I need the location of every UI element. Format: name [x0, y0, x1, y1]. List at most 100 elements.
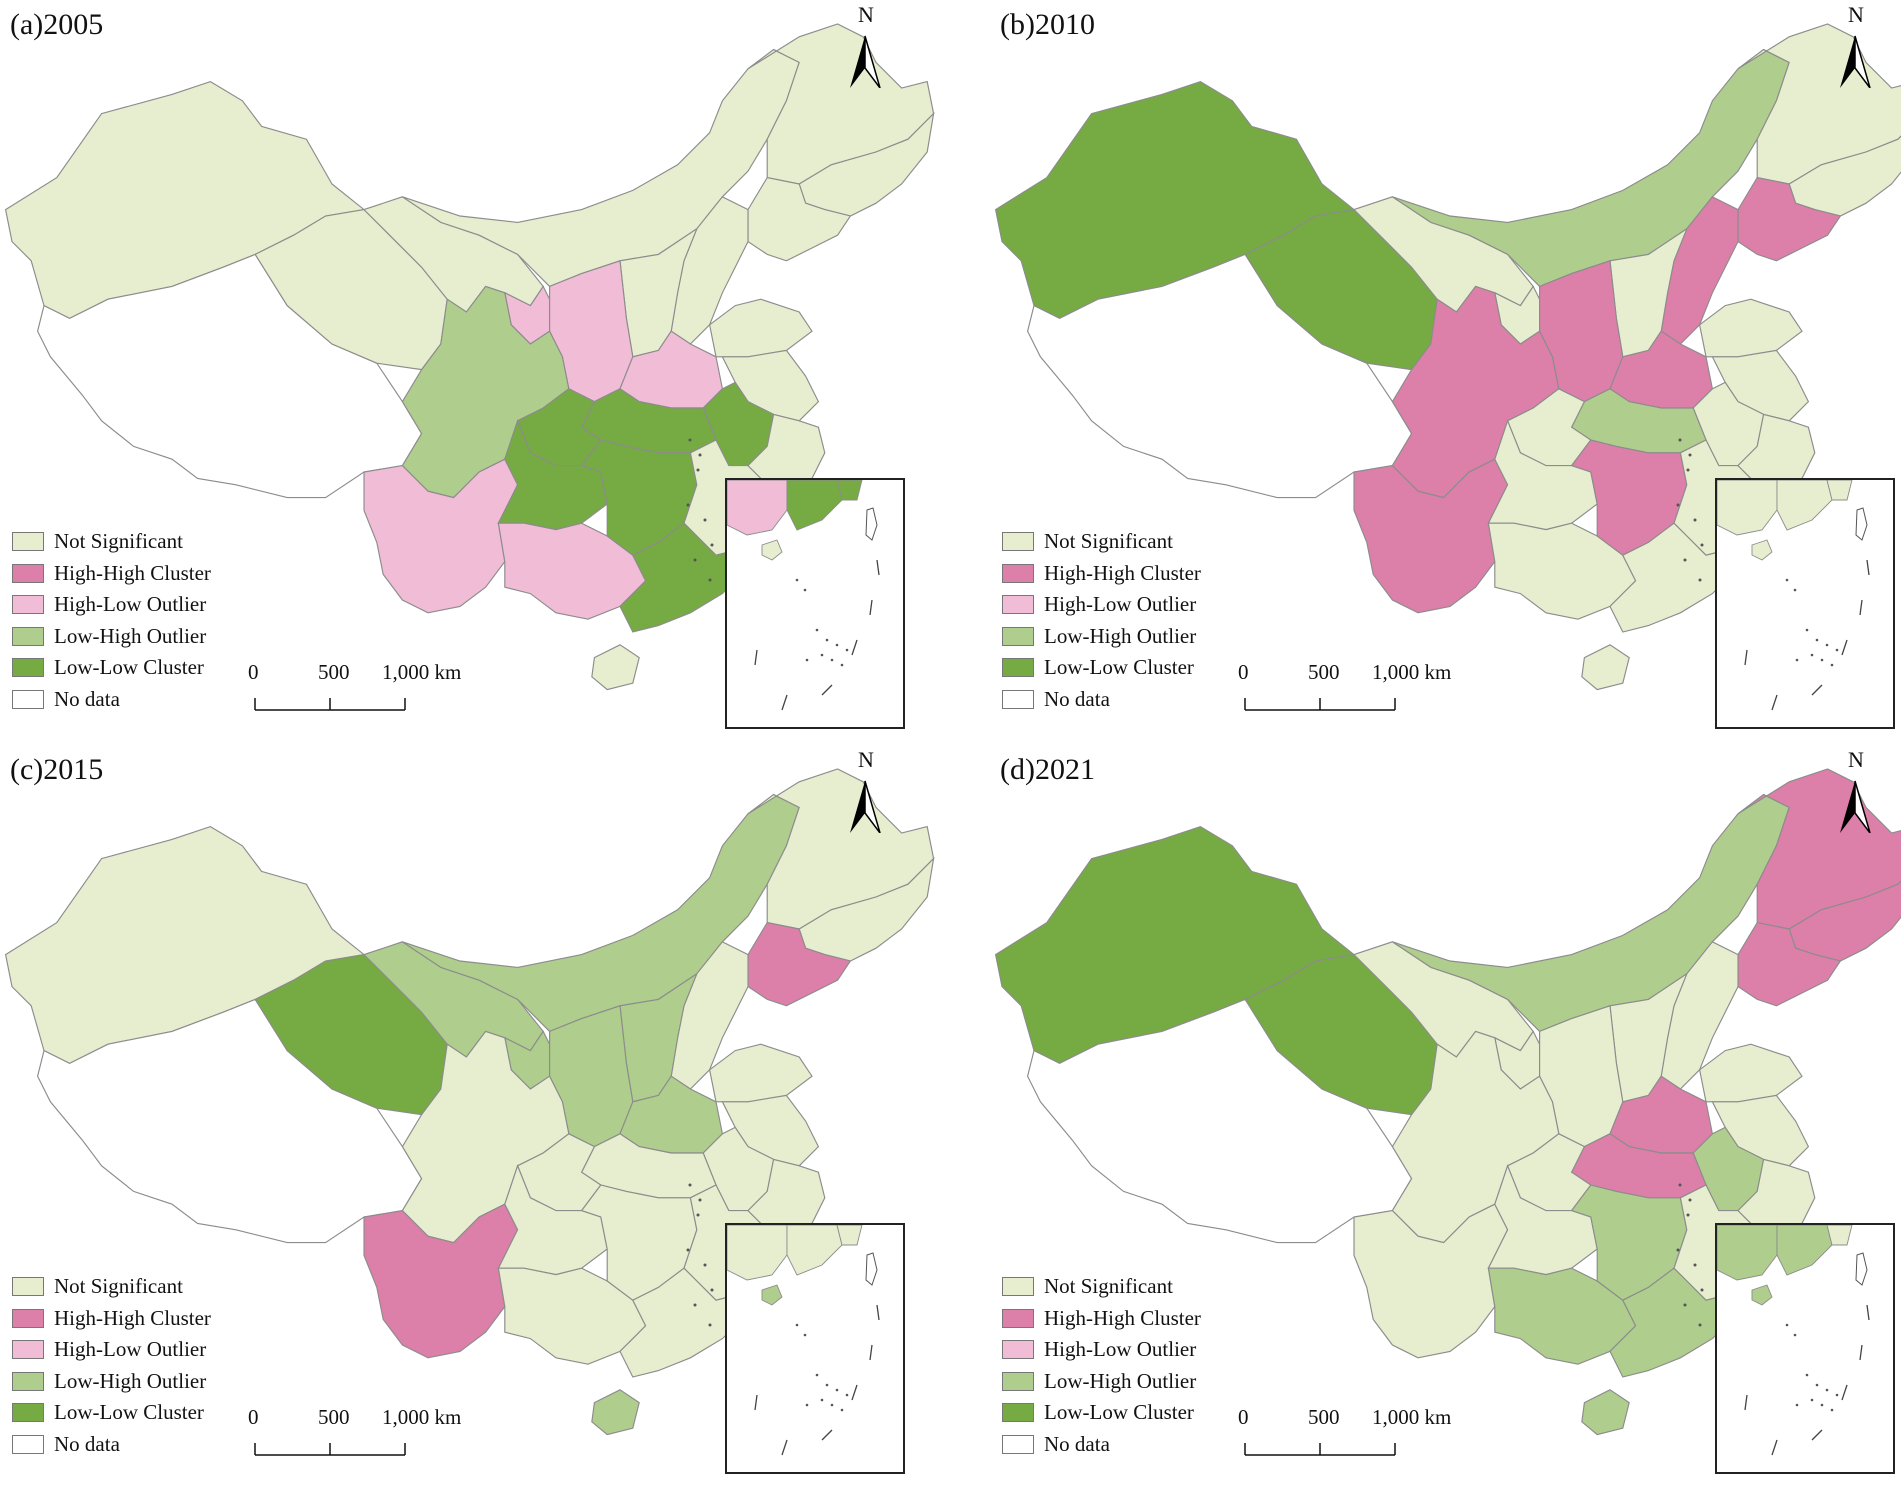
scale-label: 0 — [1238, 1405, 1249, 1429]
legend-swatch — [12, 626, 44, 646]
island-dot — [693, 1303, 697, 1307]
legend-label: Low-High Outlier — [54, 623, 207, 648]
island-dot — [1830, 1408, 1834, 1412]
island-dot — [1820, 658, 1824, 662]
legend-swatch — [1002, 626, 1034, 646]
island-dot — [1693, 518, 1697, 522]
scale-label: 500 — [318, 660, 350, 684]
inset-region-fujian — [1826, 480, 1853, 501]
panel-title: (c)2015 — [10, 753, 104, 786]
boundary-dash — [781, 1439, 788, 1456]
island-dot — [688, 438, 692, 442]
island-dot — [840, 663, 844, 667]
north-arrow-icon — [850, 780, 881, 833]
legend-swatch — [1002, 689, 1034, 709]
legend-item: No data — [12, 1429, 211, 1461]
south-china-sea-inset — [725, 1223, 905, 1474]
legend: Not Significant High-High Cluster High-Low… — [1002, 526, 1201, 715]
legend-swatch — [12, 1340, 44, 1360]
inset-region-hainan — [761, 1284, 783, 1306]
island-dot — [1793, 588, 1797, 592]
island-dot — [1686, 1213, 1690, 1217]
boundary-dash — [781, 694, 788, 711]
legend-label: Not Significant — [54, 529, 183, 554]
island-dot — [696, 468, 700, 472]
region-shandong — [1698, 1043, 1803, 1103]
legend-item: High-High Cluster — [1002, 558, 1201, 590]
legend-label: Low-Low Cluster — [1044, 1400, 1194, 1425]
island-dot — [708, 578, 712, 582]
island-dot — [1810, 653, 1814, 657]
island-dot — [1686, 468, 1690, 472]
legend-label: Low-Low Cluster — [54, 655, 204, 680]
legend-swatch — [1002, 1308, 1034, 1328]
island-dot — [795, 578, 799, 582]
legend-item: Not Significant — [12, 1271, 211, 1303]
island-dot — [1810, 1398, 1814, 1402]
legend-swatch — [1002, 1403, 1034, 1423]
island-dot — [693, 558, 697, 562]
island-dot — [698, 1198, 702, 1202]
legend-item: High-Low Outlier — [1002, 1334, 1201, 1366]
boundary-dash — [1859, 599, 1863, 616]
boundary-dash — [1744, 1394, 1748, 1411]
island-dot — [1835, 648, 1839, 652]
inset-region-hainan — [761, 539, 783, 561]
island-dot — [815, 628, 819, 632]
legend-swatch — [1002, 595, 1034, 615]
island-dot — [845, 648, 849, 652]
north-label: N — [1848, 2, 1864, 27]
island-dot — [1698, 1323, 1702, 1327]
island-dot — [710, 1288, 714, 1292]
region-hainan — [1581, 1389, 1630, 1436]
island-dot — [1698, 578, 1702, 582]
north-arrow-icon — [1840, 780, 1871, 833]
legend-item: Not Significant — [1002, 526, 1201, 558]
inset-region-guangdong — [786, 1225, 843, 1276]
island-dot — [820, 653, 824, 657]
scale-bar — [254, 1443, 406, 1456]
legend-swatch — [12, 1277, 44, 1297]
inset-region-guangxi — [727, 1225, 788, 1281]
legend-swatch — [1002, 1434, 1034, 1454]
scale-bar — [1244, 698, 1396, 711]
legend-label: High-High Cluster — [1044, 560, 1201, 585]
scale-label: 500 — [1308, 660, 1340, 684]
region-shandong — [708, 298, 813, 358]
region-yunnan — [363, 458, 519, 614]
legend: Not Significant High-High Cluster High-Low… — [12, 1271, 211, 1460]
island-dot — [830, 658, 834, 662]
island-dot — [708, 1323, 712, 1327]
legend-item: No data — [1002, 1429, 1201, 1461]
island-dot — [688, 1183, 692, 1187]
island-dot — [1678, 438, 1682, 442]
north-label: N — [1848, 747, 1864, 772]
boundary-dash — [851, 1384, 858, 1401]
legend-item: Low-High Outlier — [1002, 621, 1201, 653]
island-dot — [1815, 638, 1819, 642]
boundary-dash — [1866, 1304, 1870, 1321]
region-shandong — [1698, 298, 1803, 358]
island-dot — [1683, 1303, 1687, 1307]
region-yunnan — [1353, 1203, 1509, 1359]
island-dot — [1688, 1198, 1692, 1202]
legend-item: High-High Cluster — [12, 558, 211, 590]
legend-swatch — [12, 1434, 44, 1454]
island-dot — [686, 503, 690, 507]
boundary-dash — [821, 684, 833, 696]
map-panel-2021: (d)2021 N Not Significant High-High Cluste… — [990, 745, 1901, 1487]
island-dot — [703, 518, 707, 522]
legend-label: No data — [54, 686, 120, 711]
north-arrow-icon — [1840, 35, 1871, 88]
north-label: N — [858, 747, 874, 772]
legend-item: Low-Low Cluster — [1002, 652, 1201, 684]
inset-region-fujian — [1826, 1225, 1853, 1246]
region-hainan — [591, 644, 640, 691]
boundary-dash — [754, 1394, 758, 1411]
scale-bar — [1244, 1443, 1396, 1456]
island-dot — [1693, 1263, 1697, 1267]
inset-region-taiwan — [865, 507, 878, 541]
legend-swatch — [12, 1403, 44, 1423]
island-dot — [703, 1263, 707, 1267]
boundary-dash — [1811, 684, 1823, 696]
